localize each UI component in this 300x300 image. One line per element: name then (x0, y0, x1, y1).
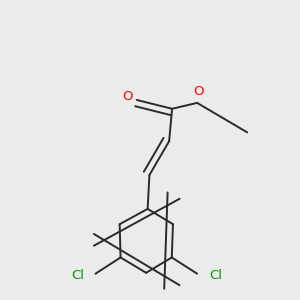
Text: Cl: Cl (71, 268, 84, 282)
Text: O: O (194, 85, 204, 98)
Text: Cl: Cl (209, 268, 222, 282)
Text: O: O (122, 90, 132, 103)
